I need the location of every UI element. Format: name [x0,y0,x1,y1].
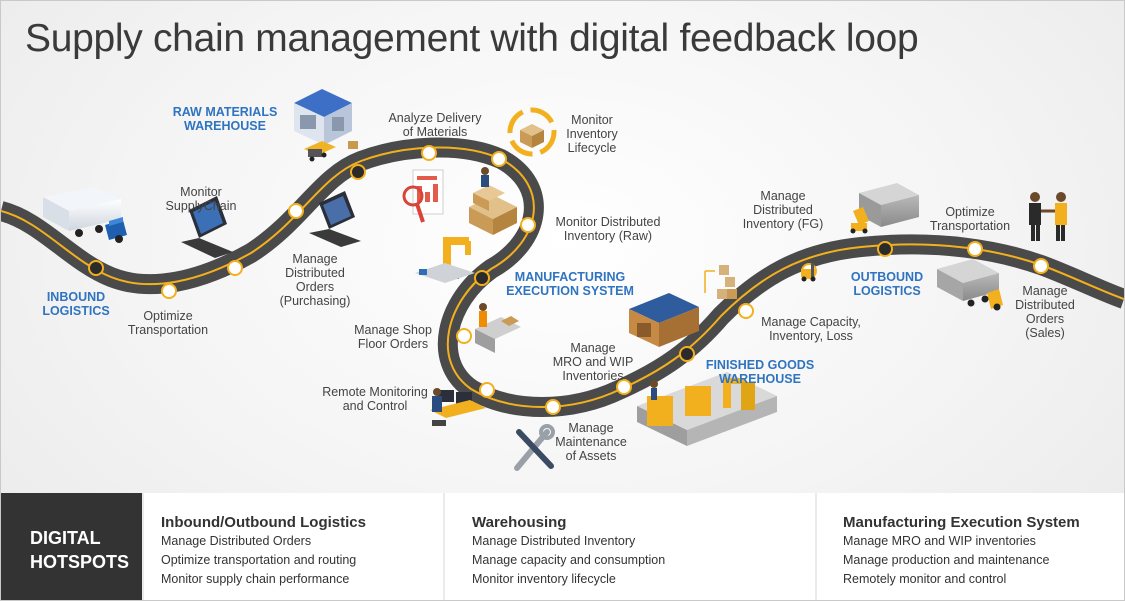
forklift-icon [801,263,816,282]
boxes-cycle-icon [507,107,557,157]
node-remote-monitoring [479,382,495,398]
operator-station-icon [430,388,486,426]
label-analyze-delivery-of-materials: Analyze Delivery of Materials [388,111,482,139]
label-monitor-distributed-inventory-raw: Monitor Distributed Inventory (Raw) [555,215,661,243]
report-icon [402,169,444,223]
label-optimize-transportation-outbound: Optimize Transportation [929,205,1011,233]
panel-item: Manage Distributed Inventory [472,534,636,548]
node-outbound [877,241,893,257]
node-monitor-inventory-lifecycle [491,151,507,167]
node-analyze-delivery [421,145,437,161]
node-raw-materials [350,164,366,180]
node-monitor-supplychain [227,260,243,276]
wrench-icon [514,424,555,471]
truck-icon [43,187,127,243]
forklift-icon [469,167,517,235]
panel-title: Manufacturing Execution System [843,514,1080,531]
robot-arm-icon [415,237,475,283]
warehouse-icon [629,293,699,347]
node-mes [474,270,490,286]
heading-outbound-logistics: OUTBOUND LOGISTICS [850,270,924,298]
panel-item: Monitor inventory lifecycle [472,572,616,586]
road-nodes [88,145,1049,415]
label-manage-shop-floor-orders: Manage Shop Floor Orders [354,323,432,351]
label-optimize-transportation-inbound: Optimize Transportation [127,309,209,337]
label-monitor-inventory-lifecycle: Monitor Inventory Lifecycle [566,113,618,155]
label-manage-distributed-inventory-fg: Manage Distributed Inventory (FG) [742,189,824,231]
node-optimize-transportation-in [161,283,177,299]
label-manage-distributed-orders-purchasing: Manage Distributed Orders (Purchasing) [279,252,351,308]
boxes-icon [704,265,737,299]
label-manage-distributed-orders-sales: Manage Distributed Orders (Sales) [1015,284,1075,340]
node-manage-maintenance [545,399,561,415]
node-monitor-distributed-inventory-raw [520,217,536,233]
label-monitor-supplychain: Monitor SupplyChain [165,185,237,213]
panel-item: Manage Distributed Orders [161,534,312,548]
heading-raw-materials-warehouse: RAW MATERIALS WAREHOUSE [172,105,278,133]
node-manage-mro-wip [616,379,632,395]
panel-item: Remotely monitor and control [843,572,1007,586]
panel-logistics: Inbound/Outbound Logistics Manage Distri… [144,493,443,600]
page-title: Supply chain management with digital fee… [25,17,919,60]
laptop-icon [181,196,233,258]
heading-inbound-logistics: INBOUND LOGISTICS [42,290,110,318]
panel-item: Monitor supply chain performance [161,572,350,586]
handshake-icon [1029,192,1067,241]
panel-item: Optimize transportation and routing [161,553,357,567]
digital-hotspots-tile: DIGITAL HOTSPOTS [1,493,142,600]
node-optimize-transportation-out [967,241,983,257]
heading-finished-goods-warehouse: FINISHED GOODS WAREHOUSE [705,358,815,386]
heading-manufacturing-execution-system: MANUFACTURING EXECUTION SYSTEM [506,270,634,298]
panel-warehousing: Warehousing Manage Distributed Inventory… [445,493,815,600]
node-manage-orders-purchasing [288,203,304,219]
label-manage-maintenance-of-assets: Manage Maintenance of Assets [555,421,627,463]
panel-item: Manage production and maintenance [843,553,1050,567]
label-manage-mro-wip-inventories: Manage MRO and WIP Inventories [552,341,634,383]
node-manage-shop-floor [456,328,472,344]
label-manage-capacity-inventory-loss: Manage Capacity, Inventory, Loss [761,315,861,343]
panel-item: Manage MRO and WIP inventories [843,534,1036,548]
laptop-icon [309,191,361,247]
factory-line-icon [637,372,777,446]
panel-title: Warehousing [472,514,567,531]
node-inbound [88,260,104,276]
node-manage-orders-sales [1033,258,1049,274]
node-manage-capacity [738,303,754,319]
operator-station-icon [475,303,521,353]
node-finished-goods [679,346,695,362]
label-remote-monitoring-and-control: Remote Monitoring and Control [322,385,428,413]
supply-chain-road-map [1,89,1124,471]
digital-hotspots-band: DIGITAL HOTSPOTS Inbound/Outbound Logist… [1,493,1124,600]
panel-item: Manage capacity and consumption [472,553,666,567]
road [1,137,1124,417]
delivery-truck-icon [850,183,919,234]
digital-hotspots-label: DIGITAL HOTSPOTS [30,528,130,572]
panel-mes: Manufacturing Execution System Manage MR… [817,493,1124,600]
panel-title: Inbound/Outbound Logistics [161,514,366,531]
delivery-truck-icon [937,259,1003,311]
warehouse-icon [294,89,358,162]
